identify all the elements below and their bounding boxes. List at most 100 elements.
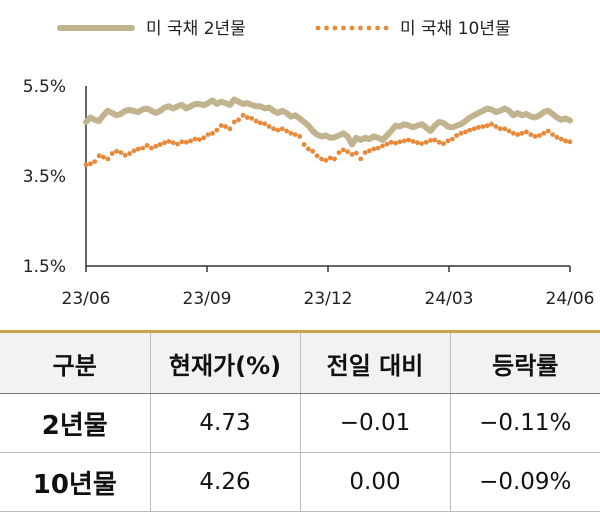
series-point-10y — [432, 137, 438, 143]
series-point-10y — [266, 124, 272, 129]
series-point-10y — [528, 132, 534, 138]
x-tick-label: 23/06 — [62, 289, 111, 309]
series-point-10y — [275, 127, 281, 133]
series-point-10y — [340, 147, 346, 153]
cell-rate: −0.11% — [450, 393, 600, 453]
series-point-10y — [332, 156, 337, 162]
series-point-10y — [563, 138, 568, 144]
series-point-10y — [101, 154, 106, 160]
series-point-10y — [458, 130, 464, 136]
series-point-10y — [380, 143, 385, 149]
legend-dot — [375, 25, 380, 31]
series-point-10y — [349, 152, 355, 157]
series-point-10y — [249, 116, 255, 121]
x-tick-label: 24/06 — [546, 289, 595, 309]
x-tick-label: 23/09 — [183, 289, 232, 309]
series-point-10y — [384, 141, 390, 147]
series-point-10y — [388, 139, 394, 145]
series-point-10y — [537, 133, 542, 138]
series-point-10y — [480, 124, 486, 129]
cell-change: −0.01 — [300, 393, 451, 453]
series-point-10y — [441, 141, 446, 147]
series-point-10y — [114, 148, 119, 154]
series-point-10y — [362, 150, 368, 156]
series-point-10y — [493, 124, 499, 129]
row-label: 2년물 — [0, 393, 151, 453]
x-tick-label: 24/03 — [425, 289, 474, 309]
series-point-10y — [506, 128, 512, 134]
series-point-10y — [140, 145, 146, 151]
series-point-10y — [497, 126, 503, 132]
series-point-10y — [131, 148, 137, 154]
series-point-10y — [484, 123, 490, 128]
legend-dot — [358, 25, 363, 31]
series-point-10y — [240, 112, 246, 118]
series-point-10y — [105, 156, 111, 162]
series-point-10y — [415, 140, 420, 146]
series-point-10y — [122, 152, 128, 158]
x-ticks: 23/06 23/09 23/12 24/03 24/06 — [62, 266, 595, 309]
series-point-10y — [88, 161, 93, 167]
row-label: 10년물 — [0, 452, 151, 512]
header-current: 현재가(%) — [150, 333, 301, 394]
series-point-10y — [410, 139, 416, 144]
series-point-10y — [262, 121, 268, 127]
series-point-10y — [445, 138, 451, 144]
yield-table: 구분 현재가(%) 전일 대비 등락률 2년물 4.73 −0.01 −0.11… — [0, 330, 600, 512]
series-point-10y — [476, 125, 481, 130]
y-tick-label: 5.5% — [23, 77, 66, 97]
series-point-10y — [310, 148, 316, 154]
legend-dot — [332, 25, 338, 31]
series-point-10y — [428, 138, 433, 143]
series-point-10y — [135, 146, 141, 152]
series-point-10y — [519, 130, 525, 136]
series-point-10y — [96, 153, 102, 159]
y-tick-label: 3.5% — [23, 167, 66, 187]
series-point-10y — [419, 141, 425, 147]
series-point-10y — [162, 140, 167, 146]
y-ticks: 5.5% 3.5% 1.5% — [23, 77, 66, 277]
series-point-10y — [454, 133, 459, 138]
series-point-10y — [449, 136, 455, 142]
series-point-10y — [153, 143, 159, 149]
series-point-10y — [223, 124, 228, 129]
series-point-10y — [157, 142, 163, 147]
series-point-10y — [567, 139, 573, 145]
series-point-10y — [231, 119, 237, 125]
legend: 미 국채 2년물 미 국채 10년물 — [57, 19, 511, 39]
series-point-10y — [301, 142, 307, 147]
yield-chart: 미 국채 2년물 미 국채 10년물 5.5%3.5%1.5% 23/06 23/… — [23, 19, 595, 309]
series-point-10y — [166, 139, 172, 144]
legend-dot — [349, 25, 355, 31]
series-point-10y — [288, 130, 294, 136]
series-point-10y — [467, 127, 473, 133]
series-point-10y — [236, 117, 242, 123]
series-point-10y — [558, 136, 564, 142]
series-point-10y — [550, 132, 555, 138]
legend-swatch-10y — [315, 25, 389, 31]
series-point-10y — [258, 120, 263, 126]
series-point-10y — [271, 126, 276, 132]
series-point-10y — [284, 128, 289, 134]
series-point-10y — [118, 150, 124, 156]
series-point-10y — [253, 118, 259, 124]
series-line-2y — [83, 96, 573, 148]
legend-label-10y: 미 국채 10년물 — [400, 19, 511, 39]
series-point-10y — [375, 145, 381, 151]
series-point-10y — [327, 155, 333, 161]
cell-change: 0.00 — [300, 452, 451, 512]
series-point-10y — [314, 153, 320, 159]
legend-dot — [366, 25, 372, 31]
series-point-10y — [323, 157, 329, 163]
series-dots-10y — [83, 112, 573, 168]
series-point-10y — [83, 162, 89, 168]
series-point-10y — [510, 130, 516, 136]
header-category: 구분 — [0, 333, 151, 394]
series-point-10y — [436, 139, 442, 145]
series-point-10y — [319, 156, 324, 162]
series-point-10y — [489, 121, 494, 127]
series-point-10y — [170, 140, 176, 146]
series-point-10y — [471, 126, 477, 132]
series-point-10y — [502, 126, 507, 132]
series-point-10y — [306, 146, 311, 152]
